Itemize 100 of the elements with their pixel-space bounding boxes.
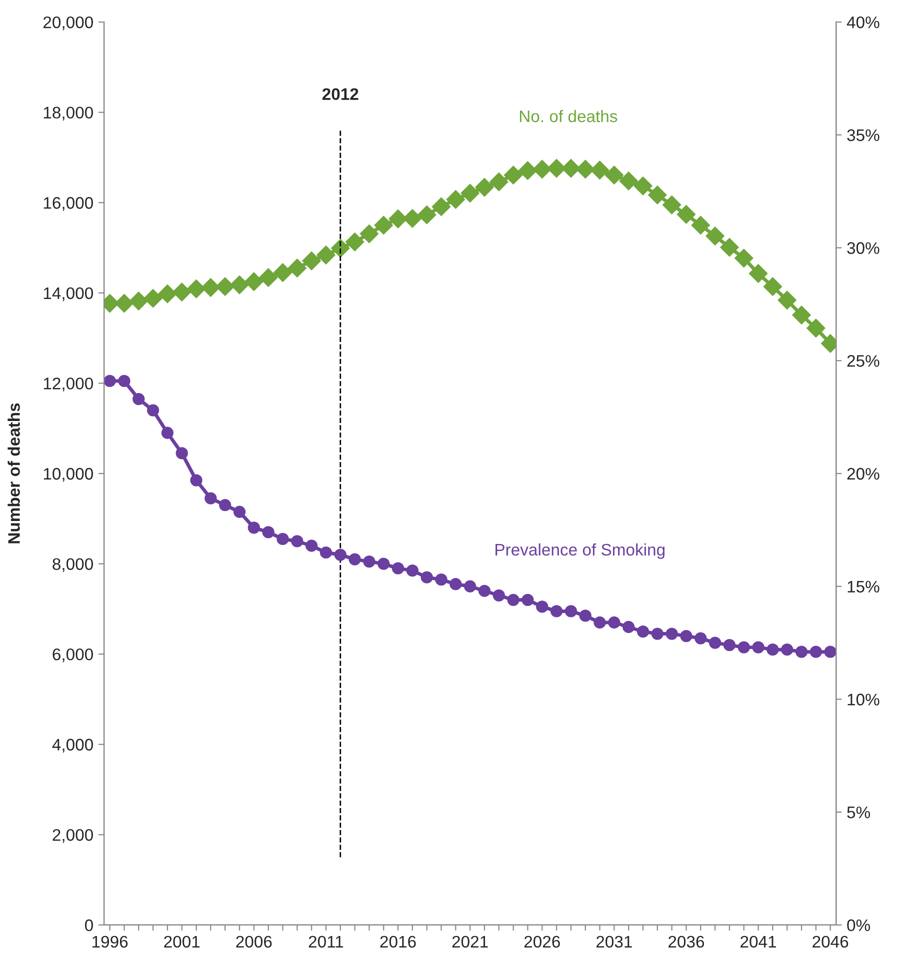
point <box>291 535 304 548</box>
point <box>619 172 638 190</box>
point <box>435 574 448 586</box>
point <box>634 176 652 196</box>
point <box>706 226 724 246</box>
point <box>417 205 436 224</box>
point <box>752 641 764 654</box>
point <box>564 605 578 618</box>
y-tick-label: 6,000 <box>52 648 93 662</box>
point <box>388 210 408 228</box>
point <box>795 646 808 658</box>
point <box>273 263 292 282</box>
point <box>216 277 234 296</box>
point <box>778 290 796 310</box>
point <box>806 318 826 338</box>
point <box>490 172 508 192</box>
point <box>334 548 346 561</box>
point <box>720 238 739 257</box>
point <box>460 184 480 203</box>
point <box>219 499 232 512</box>
point <box>374 216 393 235</box>
point <box>694 632 707 644</box>
point <box>748 264 768 283</box>
point <box>622 620 635 634</box>
point <box>576 160 595 179</box>
point <box>676 205 696 224</box>
y2-tick-label: 5% <box>847 806 870 818</box>
point <box>734 248 754 268</box>
point <box>547 158 566 178</box>
y2-tick-label: 35% <box>847 129 880 142</box>
point <box>478 584 491 597</box>
point <box>348 553 361 566</box>
x-tick-label: 2021 <box>452 936 488 948</box>
series-label: Prevalence of Smoking <box>496 543 665 559</box>
point <box>824 646 836 658</box>
point <box>536 600 548 613</box>
point <box>158 284 177 304</box>
point <box>172 282 192 302</box>
x-tick-label: 2016 <box>380 936 416 948</box>
y-tick-label: 0 <box>85 919 93 932</box>
point <box>190 474 202 486</box>
y-tick-label: 4,000 <box>52 738 93 753</box>
point <box>492 589 505 602</box>
point <box>233 506 246 518</box>
y-tick-label: 8,000 <box>52 558 93 572</box>
point <box>507 594 520 606</box>
point <box>590 160 610 180</box>
y2-tick-label: 25% <box>847 355 880 367</box>
x-tick-label: 2006 <box>236 936 272 948</box>
y2-tick-label: 30% <box>847 242 880 254</box>
point <box>144 288 162 308</box>
y2-tick-label: 20% <box>847 468 880 480</box>
point <box>504 166 523 184</box>
point <box>648 186 667 204</box>
y2-tick-label: 10% <box>848 694 880 706</box>
point <box>810 646 822 658</box>
point <box>276 532 289 546</box>
point <box>446 190 466 209</box>
point <box>532 160 552 179</box>
ref-line-label: 2012 <box>322 88 358 100</box>
y-axis-title: Number of deaths <box>8 403 20 544</box>
point <box>118 374 130 388</box>
point <box>360 224 379 244</box>
point <box>320 546 332 559</box>
point <box>406 564 419 577</box>
y-tick-label: 16,000 <box>44 197 93 211</box>
point <box>518 161 538 180</box>
y-tick-label: 12,000 <box>44 378 93 392</box>
point <box>792 306 811 324</box>
x-tick-label: 2001 <box>164 936 200 948</box>
point <box>146 404 160 416</box>
point <box>305 540 318 552</box>
x-tick-label: 2026 <box>524 936 560 948</box>
point <box>403 209 422 228</box>
x-tick-label: 2046 <box>812 936 848 948</box>
point <box>302 252 321 270</box>
point <box>420 571 433 584</box>
point <box>432 197 451 216</box>
point <box>666 628 678 640</box>
point <box>781 644 794 656</box>
point <box>363 555 376 568</box>
y-tick-label: 14,000 <box>44 287 93 302</box>
point <box>708 636 722 649</box>
point <box>604 166 624 184</box>
point <box>104 374 116 388</box>
point <box>579 610 592 622</box>
point <box>129 292 148 310</box>
y2-tick-label: 15% <box>848 580 880 593</box>
point <box>378 558 390 570</box>
point <box>345 232 364 252</box>
point <box>288 258 306 278</box>
point <box>608 616 620 629</box>
point <box>204 492 217 504</box>
y-tick-label: 10,000 <box>44 468 93 482</box>
point <box>186 280 206 298</box>
point <box>723 638 736 652</box>
point <box>522 594 534 606</box>
point <box>230 275 249 294</box>
x-tick-label: 2041 <box>740 936 776 948</box>
point <box>176 447 188 460</box>
